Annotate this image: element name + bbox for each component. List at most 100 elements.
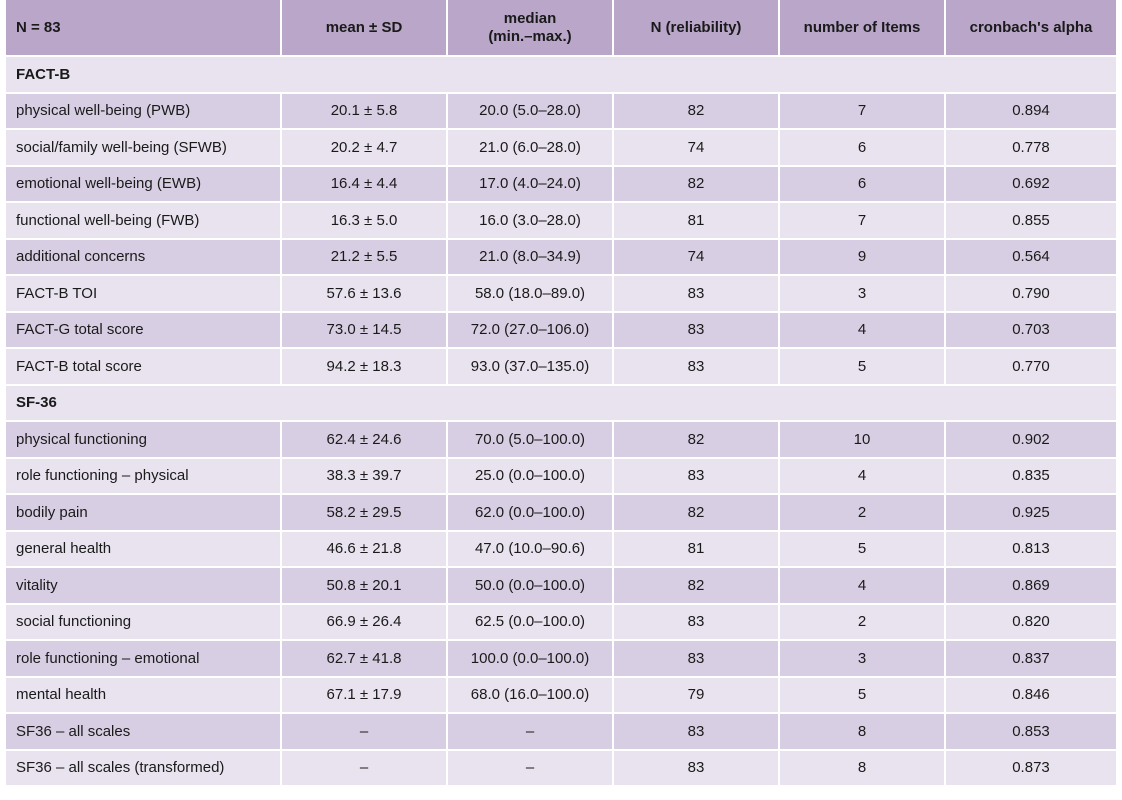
table-row: mental health 67.1 ± 17.9 68.0 (16.0–100.0… <box>6 677 1116 714</box>
cell-label: bodily pain <box>6 495 282 532</box>
cell-median: 62.0 (0.0–100.0) <box>448 495 614 532</box>
table-row: bodily pain 58.2 ± 29.5 62.0 (0.0–100.0) 82… <box>6 495 1116 532</box>
cell-mean-sd: 67.1 ± 17.9 <box>282 677 448 714</box>
cell-n-reliability: 81 <box>614 531 780 568</box>
table-row: general health 46.6 ± 21.8 47.0 (10.0–90.6… <box>6 531 1116 568</box>
table-row: role functioning – physical 38.3 ± 39.7 25… <box>6 458 1116 495</box>
cell-mean-sd: 58.2 ± 29.5 <box>282 495 448 532</box>
cell-number-of-items: 6 <box>780 166 946 203</box>
cell-mean-sd: 62.4 ± 24.6 <box>282 422 448 459</box>
table-row: additional concerns 21.2 ± 5.5 21.0 (8.0–3… <box>6 239 1116 276</box>
header-cronbach-alpha: cronbach's alpha <box>946 0 1116 57</box>
cell-n-reliability: 74 <box>614 130 780 167</box>
cell-number-of-items: 8 <box>780 750 946 787</box>
cell-number-of-items: 6 <box>780 130 946 167</box>
cell-number-of-items: 3 <box>780 276 946 313</box>
cell-mean-sd: 20.1 ± 5.8 <box>282 93 448 130</box>
header-median: median (min.–max.) <box>448 0 614 57</box>
cell-median: 50.0 (0.0–100.0) <box>448 568 614 605</box>
cell-mean-sd: – <box>282 714 448 751</box>
cell-cronbach-alpha: 0.820 <box>946 604 1116 641</box>
cell-n-reliability: 83 <box>614 312 780 349</box>
cell-mean-sd: – <box>282 750 448 787</box>
cell-median: 21.0 (8.0–34.9) <box>448 239 614 276</box>
cell-mean-sd: 46.6 ± 21.8 <box>282 531 448 568</box>
cell-mean-sd: 66.9 ± 26.4 <box>282 604 448 641</box>
section-header-row: SF-36 <box>6 385 1116 422</box>
cell-mean-sd: 21.2 ± 5.5 <box>282 239 448 276</box>
section-header-row: FACT-B <box>6 57 1116 94</box>
cell-label: emotional well-being (EWB) <box>6 166 282 203</box>
cell-label: mental health <box>6 677 282 714</box>
cell-median: 17.0 (4.0–24.0) <box>448 166 614 203</box>
cell-number-of-items: 5 <box>780 349 946 386</box>
table-header: N = 83 mean ± SD median (min.–max.) N (r… <box>6 0 1116 57</box>
table-row: SF36 – all scales (transformed) – –83 8 0.87… <box>6 750 1116 787</box>
cell-number-of-items: 4 <box>780 568 946 605</box>
cell-median: 93.0 (37.0–135.0) <box>448 349 614 386</box>
cell-label: FACT-G total score <box>6 312 282 349</box>
header-n-reliability: N (reliability) <box>614 0 780 57</box>
cell-label: functional well-being (FWB) <box>6 203 282 240</box>
header-number-of-items: number of Items <box>780 0 946 57</box>
cell-number-of-items: 4 <box>780 312 946 349</box>
table-row: physical functioning 62.4 ± 24.6 70.0 (5.0… <box>6 422 1116 459</box>
cell-cronbach-alpha: 0.778 <box>946 130 1116 167</box>
cell-mean-sd: 73.0 ± 14.5 <box>282 312 448 349</box>
cell-median: 47.0 (10.0–90.6) <box>448 531 614 568</box>
table-row: SF36 – all scales – –83 8 0.853 <box>6 714 1116 751</box>
cell-number-of-items: 7 <box>780 93 946 130</box>
cell-label: general health <box>6 531 282 568</box>
cell-n-reliability: 82 <box>614 495 780 532</box>
cell-median: 16.0 (3.0–28.0) <box>448 203 614 240</box>
cell-cronbach-alpha: 0.835 <box>946 458 1116 495</box>
cell-number-of-items: 5 <box>780 677 946 714</box>
cell-mean-sd: 20.2 ± 4.7 <box>282 130 448 167</box>
header-median-line1: median <box>503 9 557 27</box>
cell-label: physical well-being (PWB) <box>6 93 282 130</box>
cell-n-reliability: 83 <box>614 641 780 678</box>
cell-median: 100.0 (0.0–100.0) <box>448 641 614 678</box>
header-mean-sd: mean ± SD <box>282 0 448 57</box>
cell-label: FACT-B TOI <box>6 276 282 313</box>
table-row: FACT-G total score 73.0 ± 14.5 72.0 (27.0–… <box>6 312 1116 349</box>
cell-cronbach-alpha: 0.902 <box>946 422 1116 459</box>
cell-n-reliability: 82 <box>614 422 780 459</box>
cell-n-reliability: 83 <box>614 604 780 641</box>
header-median-line2: (min.–max.) <box>488 27 572 45</box>
cell-median: – <box>448 750 614 787</box>
cell-median: 68.0 (16.0–100.0) <box>448 677 614 714</box>
cell-cronbach-alpha: 0.564 <box>946 239 1116 276</box>
cell-median: 62.5 (0.0–100.0) <box>448 604 614 641</box>
cell-cronbach-alpha: 0.855 <box>946 203 1116 240</box>
table-row: functional well-being (FWB) 16.3 ± 5.0 16.… <box>6 203 1116 240</box>
cell-n-reliability: 82 <box>614 166 780 203</box>
cell-median: 20.0 (5.0–28.0) <box>448 93 614 130</box>
table-row: FACT-B total score 94.2 ± 18.3 93.0 (37.0–… <box>6 349 1116 386</box>
cell-label: vitality <box>6 568 282 605</box>
table-row: emotional well-being (EWB) 16.4 ± 4.4 17.0… <box>6 166 1116 203</box>
cell-cronbach-alpha: 0.873 <box>946 750 1116 787</box>
cell-cronbach-alpha: 0.894 <box>946 93 1116 130</box>
cell-n-reliability: 83 <box>614 349 780 386</box>
cell-number-of-items: 4 <box>780 458 946 495</box>
cell-cronbach-alpha: 0.790 <box>946 276 1116 313</box>
cell-n-reliability: 81 <box>614 203 780 240</box>
cell-label: SF36 – all scales (transformed) <box>6 750 282 787</box>
reliability-table: N = 83 mean ± SD median (min.–max.) N (r… <box>6 0 1116 787</box>
cell-number-of-items: 7 <box>780 203 946 240</box>
cell-number-of-items: 10 <box>780 422 946 459</box>
cell-median: – <box>448 714 614 751</box>
cell-number-of-items: 2 <box>780 495 946 532</box>
cell-label: SF36 – all scales <box>6 714 282 751</box>
cell-median: 72.0 (27.0–106.0) <box>448 312 614 349</box>
cell-n-reliability: 83 <box>614 750 780 787</box>
cell-number-of-items: 2 <box>780 604 946 641</box>
cell-median: 58.0 (18.0–89.0) <box>448 276 614 313</box>
cell-number-of-items: 9 <box>780 239 946 276</box>
table-row: vitality 50.8 ± 20.1 50.0 (0.0–100.0) 82 4 0.… <box>6 568 1116 605</box>
cell-median: 21.0 (6.0–28.0) <box>448 130 614 167</box>
cell-n-reliability: 83 <box>614 276 780 313</box>
cell-number-of-items: 8 <box>780 714 946 751</box>
cell-mean-sd: 94.2 ± 18.3 <box>282 349 448 386</box>
